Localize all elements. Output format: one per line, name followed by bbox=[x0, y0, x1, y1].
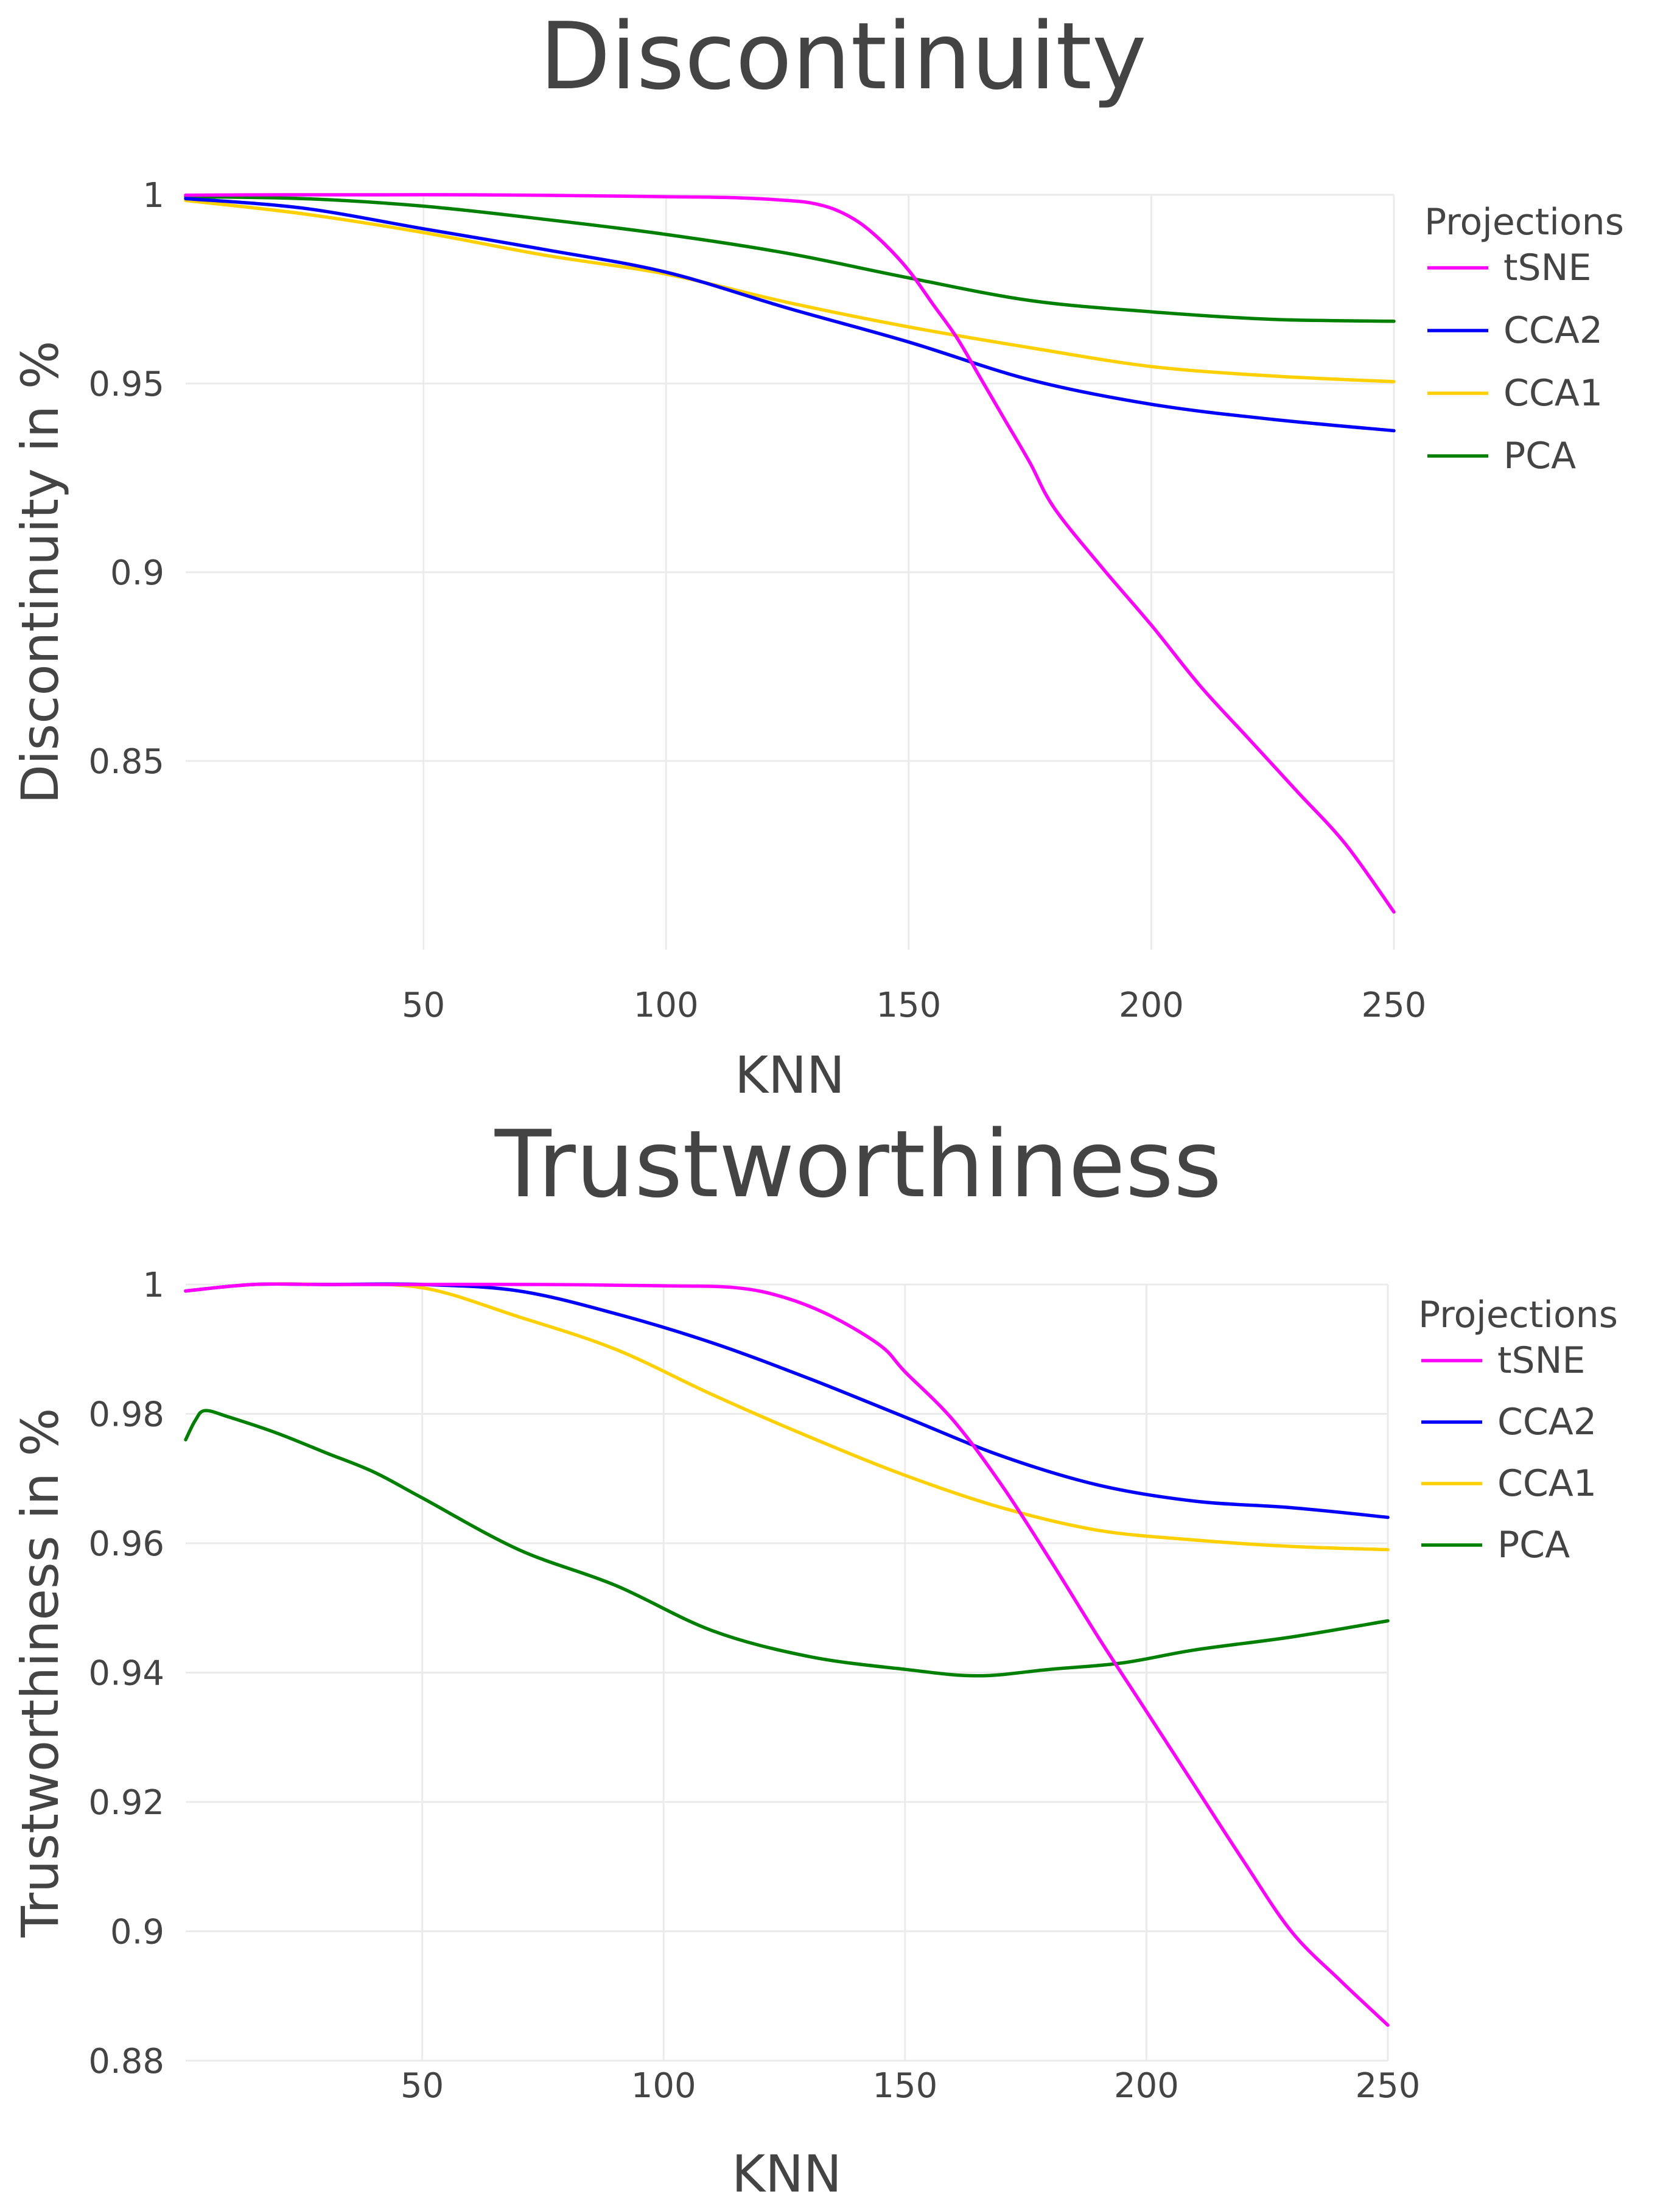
legend-label-tsne: tSNE bbox=[1497, 1339, 1585, 1382]
y-tick-label: 0.98 bbox=[88, 1395, 164, 1435]
y-axis-title: Trustworthiness in % bbox=[10, 1408, 70, 1938]
series-lines bbox=[184, 193, 1396, 914]
y-tick-label: 0.96 bbox=[88, 1524, 164, 1564]
y-tick-label: 1 bbox=[142, 176, 164, 216]
trustworthiness-chart: Trustworthiness 50 100 150 200 250 0.88 0.9 0.92… bbox=[10, 1110, 1618, 2204]
discontinuity-chart: Discontinuity 50 100 150 200 250 0.85 0.9 0.95 1 K… bbox=[10, 2, 1624, 1105]
series-line-cca2 bbox=[184, 197, 1396, 433]
series-lines bbox=[184, 1282, 1390, 2027]
x-axis-title: KNN bbox=[735, 1045, 845, 1105]
legend-label-pca: PCA bbox=[1497, 1524, 1570, 1566]
y-tick-label: 0.9 bbox=[110, 1913, 164, 1952]
x-tick-label: 250 bbox=[1356, 2066, 1421, 2106]
y-axis-title: Discontinuity in % bbox=[10, 340, 70, 804]
x-tick-label: 200 bbox=[1114, 2066, 1179, 2106]
x-axis-title: KNN bbox=[732, 2144, 842, 2204]
x-tick-label: 100 bbox=[631, 2066, 696, 2106]
series-line-cca1 bbox=[184, 198, 1396, 384]
legend-label-cca1: CCA1 bbox=[1503, 372, 1603, 415]
y-tick-label: 0.85 bbox=[88, 742, 164, 782]
legend-label-pca: PCA bbox=[1503, 435, 1576, 477]
legend-label-cca2: CCA2 bbox=[1503, 309, 1603, 352]
x-tick-label: 200 bbox=[1119, 986, 1184, 1025]
y-tick-label: 0.94 bbox=[88, 1654, 164, 1694]
y-tick-label: 0.95 bbox=[88, 365, 164, 404]
series-line-tsne bbox=[184, 193, 1396, 914]
x-tick-label: 50 bbox=[402, 986, 445, 1025]
y-tick-label: 0.9 bbox=[110, 553, 164, 593]
gridlines bbox=[186, 1283, 1389, 2062]
y-tick-label: 0.88 bbox=[88, 2042, 164, 2081]
series-line-cca2 bbox=[184, 1282, 1390, 1519]
series-line-pca bbox=[184, 195, 1396, 323]
x-tick-label: 150 bbox=[872, 2066, 937, 2106]
y-tick-label: 1 bbox=[142, 1266, 164, 1305]
series-line-pca bbox=[184, 1409, 1390, 1678]
x-tick-label: 50 bbox=[401, 2066, 444, 2106]
y-tick-label: 0.92 bbox=[88, 1783, 164, 1823]
x-tick-label: 250 bbox=[1362, 986, 1427, 1025]
legend-title: Projections bbox=[1424, 201, 1624, 244]
legend-label-tsne: tSNE bbox=[1503, 247, 1591, 289]
x-tick-label: 100 bbox=[634, 986, 699, 1025]
gridlines bbox=[186, 194, 1395, 950]
legend-label-cca1: CCA1 bbox=[1497, 1462, 1597, 1505]
series-line-tsne bbox=[184, 1282, 1390, 2027]
chart-title: Trustworthiness bbox=[494, 1110, 1222, 1218]
chart-title: Discontinuity bbox=[539, 2, 1147, 110]
legend-label-cca2: CCA2 bbox=[1497, 1401, 1597, 1443]
series-line-cca1 bbox=[184, 1282, 1390, 1552]
x-tick-label: 150 bbox=[876, 986, 941, 1025]
legend-title: Projections bbox=[1418, 1294, 1618, 1336]
